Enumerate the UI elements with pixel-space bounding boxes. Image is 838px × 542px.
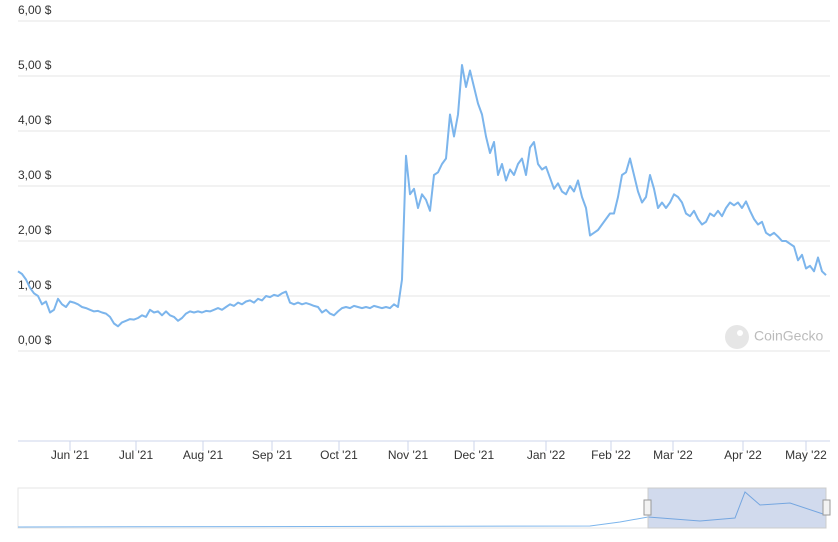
- navigator-handle[interactable]: [822, 499, 831, 516]
- watermark-eye: [737, 330, 743, 336]
- x-tick-label: Apr '22: [724, 448, 762, 462]
- x-tick-label: Sep '21: [252, 448, 293, 462]
- x-tick-label: Jun '21: [51, 448, 90, 462]
- navigator-line: [17, 491, 827, 528]
- navigator-selection[interactable]: [647, 487, 827, 529]
- x-tick-label: Mar '22: [653, 448, 693, 462]
- x-tick-label: Oct '21: [320, 448, 358, 462]
- x-tick-label: Jan '22: [527, 448, 566, 462]
- y-tick-label: 3,00 $: [18, 168, 52, 182]
- watermark-logo: [725, 325, 749, 349]
- y-tick-label: 6,00 $: [18, 3, 52, 17]
- watermark-text: CoinGecko: [754, 328, 823, 344]
- y-tick-label: 0,00 $: [18, 333, 52, 347]
- x-tick-label: Nov '21: [388, 448, 429, 462]
- x-tick-label: Jul '21: [119, 448, 154, 462]
- y-tick-label: 4,00 $: [18, 113, 52, 127]
- navigator: [17, 487, 827, 529]
- y-tick-label: 2,00 $: [18, 223, 52, 237]
- y-tick-label: 1,00 $: [18, 278, 52, 292]
- y-tick-label: 5,00 $: [18, 58, 52, 72]
- price-line: [17, 64, 827, 328]
- watermark: CoinGecko: [725, 325, 823, 349]
- x-tick-label: Feb '22: [591, 448, 631, 462]
- navigator-handle[interactable]: [643, 499, 652, 516]
- x-tick-label: May '22: [785, 448, 827, 462]
- x-tick-label: Dec '21: [454, 448, 495, 462]
- x-tick-label: Aug '21: [183, 448, 224, 462]
